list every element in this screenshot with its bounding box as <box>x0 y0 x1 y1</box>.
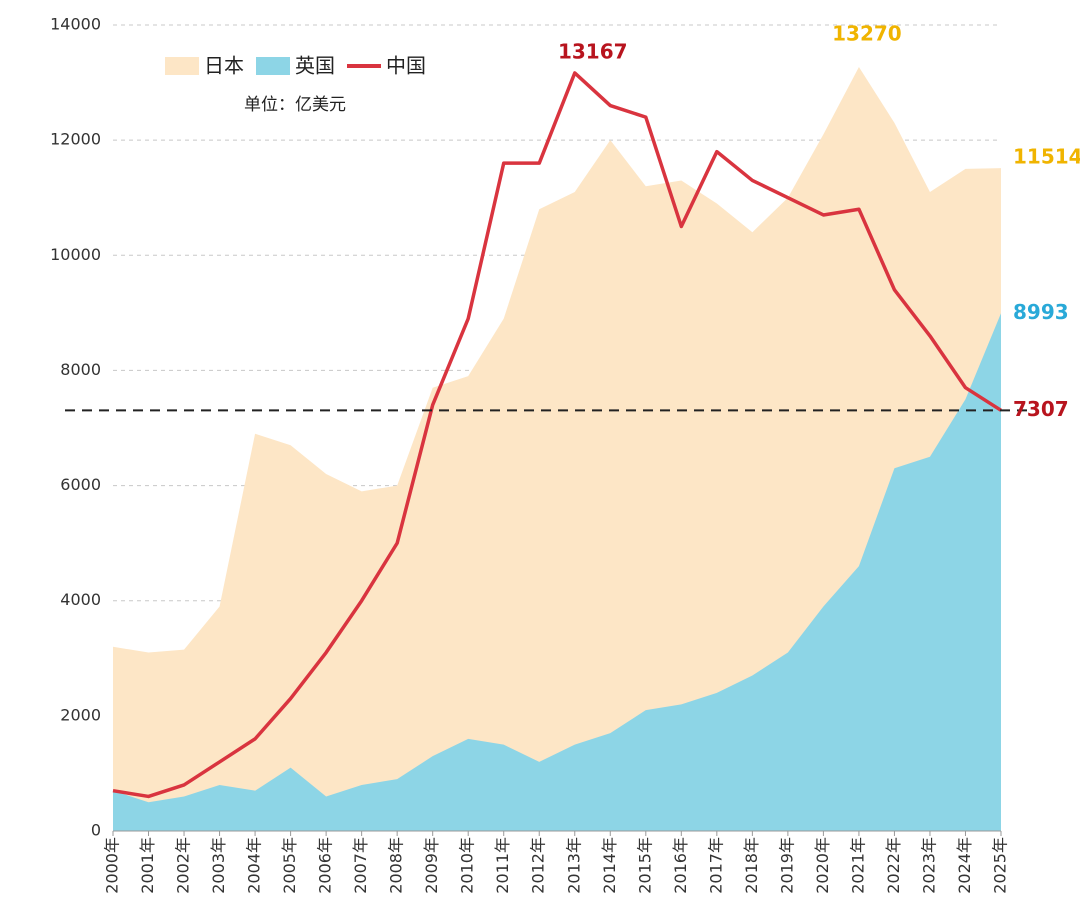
legend-label: 中国 <box>386 54 426 78</box>
x-tick-label: 2003年 <box>209 837 228 894</box>
x-tick-label: 2024年 <box>955 837 974 894</box>
x-tick-label: 2013年 <box>564 837 583 894</box>
x-tick-label: 2001年 <box>138 837 157 894</box>
end-label: 8993 <box>1013 300 1069 324</box>
x-tick-label: 2007年 <box>351 837 370 894</box>
y-tick-label: 4000 <box>60 590 101 609</box>
x-tick-label: 2005年 <box>280 837 299 894</box>
line <box>112 71 1002 799</box>
y-tick-label: 8000 <box>60 360 101 379</box>
x-tick-label: 2023年 <box>919 837 938 894</box>
legend-swatch <box>165 57 199 75</box>
x-tick-label: 2019年 <box>777 837 796 894</box>
y-tick-label: 14000 <box>50 15 101 34</box>
x-tick-label: 2025年 <box>991 837 1010 894</box>
x-tick-label: 2018年 <box>742 837 761 894</box>
y-tick-label: 0 <box>91 821 101 840</box>
peak-label: 13270 <box>832 22 902 46</box>
y-tick-label: 10000 <box>50 245 101 264</box>
x-tick-label: 2022年 <box>884 837 903 894</box>
peak-label: 13167 <box>558 39 628 63</box>
x-tick-label: 2015年 <box>635 837 654 894</box>
x-tick-label: 2021年 <box>848 837 867 894</box>
y-tick-label: 12000 <box>50 130 101 149</box>
x-tick-label: 2020年 <box>813 837 832 894</box>
legend-label: 日本 <box>204 54 244 78</box>
x-tick-label: 2010年 <box>458 837 477 894</box>
x-tick-label: 2004年 <box>245 837 264 894</box>
x-tick-label: 2012年 <box>529 837 548 894</box>
x-tick-label: 2009年 <box>422 837 441 894</box>
subtitle: 单位：亿美元 <box>244 95 346 115</box>
end-label: 11514 <box>1013 145 1080 169</box>
x-tick-label: 2006年 <box>316 837 335 894</box>
x-tick-label: 2014年 <box>600 837 619 894</box>
legend-label: 英国 <box>295 54 335 78</box>
area <box>113 313 1001 831</box>
x-tick-label: 2016年 <box>671 837 690 894</box>
legend-swatch <box>256 57 290 75</box>
x-tick-label: 2011年 <box>493 837 512 894</box>
x-tick-label: 2002年 <box>174 837 193 894</box>
x-tick-label: 2017年 <box>706 837 725 894</box>
y-tick-label: 2000 <box>60 705 101 724</box>
x-tick-label: 2008年 <box>387 837 406 894</box>
y-tick-label: 6000 <box>60 475 101 494</box>
x-tick-label: 2000年 <box>103 837 122 894</box>
end-label: 7307 <box>1013 397 1069 421</box>
